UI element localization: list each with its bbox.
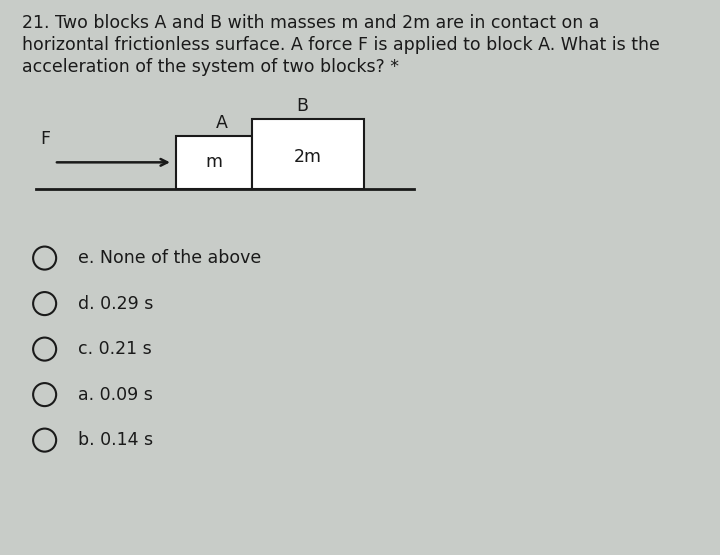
Text: 2m: 2m [294, 149, 322, 166]
Text: d. 0.29 s: d. 0.29 s [78, 295, 153, 312]
Text: B: B [296, 97, 308, 115]
Text: e. None of the above: e. None of the above [78, 249, 261, 267]
Text: horizontal frictionless surface. A force F is applied to block A. What is the: horizontal frictionless surface. A force… [22, 36, 660, 54]
Text: b. 0.14 s: b. 0.14 s [78, 431, 153, 449]
Text: m: m [206, 153, 222, 171]
Text: c. 0.21 s: c. 0.21 s [78, 340, 151, 358]
Text: a. 0.09 s: a. 0.09 s [78, 386, 153, 403]
Bar [252, 119, 364, 189]
Text: A: A [216, 114, 228, 132]
Text: acceleration of the system of two blocks? *: acceleration of the system of two blocks… [22, 58, 399, 76]
Text: F: F [40, 130, 50, 148]
Bar [176, 136, 252, 189]
Text: 21. Two blocks A and B with masses m and 2m are in contact on a: 21. Two blocks A and B with masses m and… [22, 14, 599, 32]
